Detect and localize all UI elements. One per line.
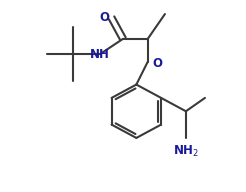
Text: NH: NH xyxy=(90,48,110,60)
Text: O: O xyxy=(99,11,109,24)
Text: O: O xyxy=(152,57,162,70)
Text: NH$_2$: NH$_2$ xyxy=(173,144,199,159)
